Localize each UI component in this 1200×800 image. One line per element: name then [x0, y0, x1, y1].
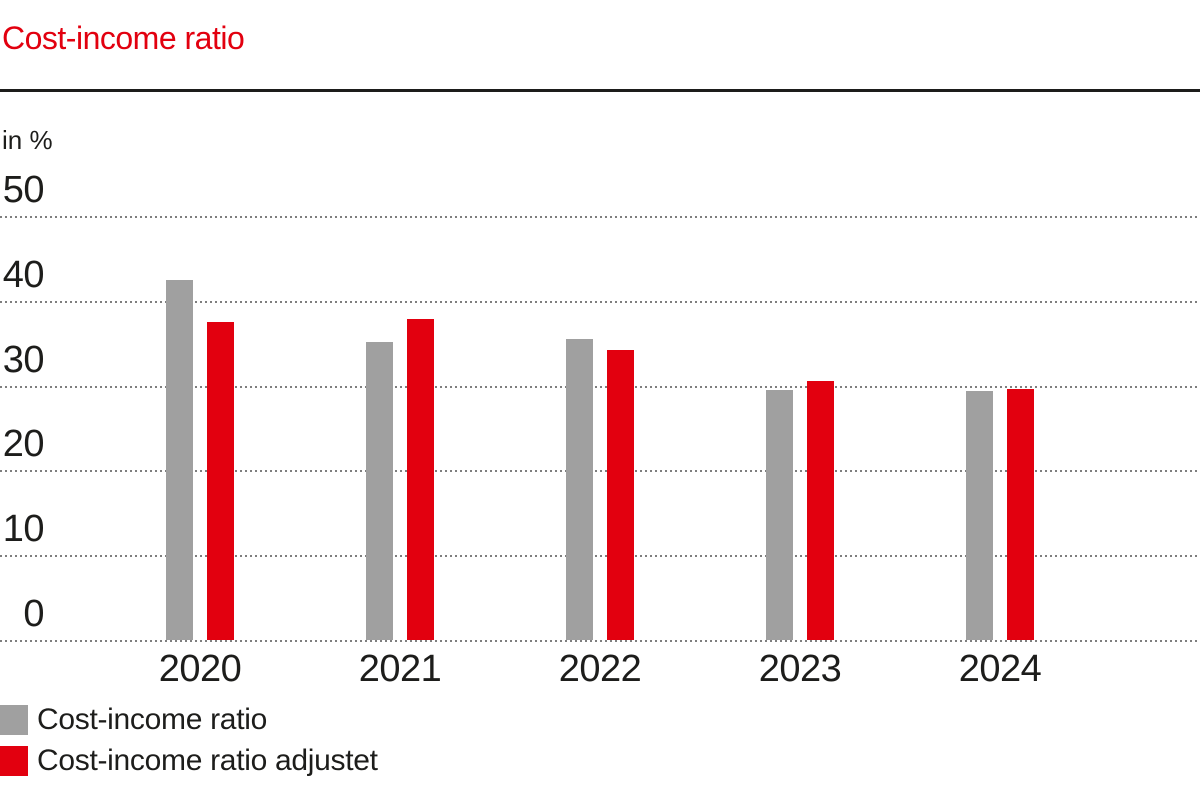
legend-swatch-gray — [0, 705, 28, 735]
header-divider — [0, 89, 1200, 92]
bar-2021-cost-income-ratio — [366, 342, 393, 640]
gridline-50 — [0, 216, 1200, 218]
x-tick-label-2020: 2020 — [158, 648, 242, 690]
x-tick-label-2024: 2024 — [958, 648, 1042, 690]
legend-item-cost-income-ratio: Cost-income ratio — [0, 705, 267, 735]
gridline-40 — [0, 300, 1200, 303]
x-tick-label-2023: 2023 — [758, 648, 842, 690]
chart-title: Cost-income ratio — [2, 20, 245, 56]
gridline-20 — [0, 470, 1200, 473]
bar-2024-cost-income-ratio — [966, 390, 993, 640]
gridline-30 — [0, 385, 1200, 388]
bar-2023-cost-income-ratio — [766, 389, 793, 640]
bar-2022-cost-income-ratio — [566, 338, 593, 640]
gridline-10 — [0, 555, 1200, 558]
x-tick-label-2021: 2021 — [358, 648, 442, 690]
legend-label: Cost-income ratio adjustet — [37, 744, 378, 777]
y-axis-unit-label: in % — [2, 125, 53, 155]
bar-2022-cost-income-ratio-adjusted — [607, 349, 634, 640]
bar-2024-cost-income-ratio-adjusted — [1007, 388, 1034, 640]
bar-2021-cost-income-ratio-adjusted — [407, 319, 434, 640]
bar-2020-cost-income-ratio-adjusted — [207, 322, 234, 640]
legend-label: Cost-income ratio — [37, 703, 267, 736]
x-tick-label-2022: 2022 — [558, 648, 642, 690]
gridline-0 — [0, 640, 1200, 642]
y-tick-label-30: 30 — [2, 338, 45, 381]
bar-2023-cost-income-ratio-adjusted — [807, 381, 834, 640]
y-tick-label-50: 50 — [2, 169, 45, 211]
y-tick-label-0: 0 — [23, 593, 44, 635]
bar-2020-cost-income-ratio — [166, 279, 193, 640]
y-tick-label-10: 10 — [2, 508, 45, 551]
y-tick-label-20: 20 — [2, 423, 45, 466]
y-tick-label-40: 40 — [2, 253, 45, 296]
legend-item-cost-income-ratio-adjusted: Cost-income ratio adjustet — [0, 746, 378, 776]
legend-swatch-red — [0, 746, 28, 776]
